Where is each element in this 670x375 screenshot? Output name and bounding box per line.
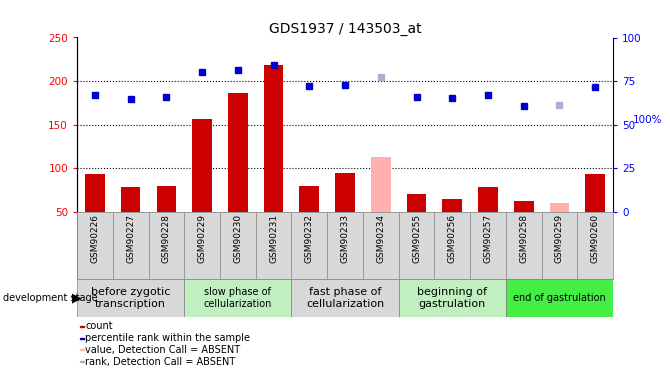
- Text: value, Detection Call = ABSENT: value, Detection Call = ABSENT: [85, 345, 241, 355]
- Bar: [478, 188, 498, 212]
- Text: ▶: ▶: [72, 292, 82, 304]
- Bar: [121, 188, 141, 212]
- Bar: [264, 64, 283, 212]
- Text: GSM90258: GSM90258: [519, 214, 528, 263]
- Text: fast phase of
cellularization: fast phase of cellularization: [306, 287, 384, 309]
- Bar: [85, 174, 105, 212]
- Bar: [442, 199, 462, 212]
- Text: percentile rank within the sample: percentile rank within the sample: [85, 333, 250, 343]
- Bar: [371, 157, 391, 212]
- Bar: [549, 203, 570, 212]
- Text: GSM90233: GSM90233: [340, 214, 350, 263]
- Text: GSM90259: GSM90259: [555, 214, 564, 263]
- Bar: [586, 174, 605, 212]
- Bar: [80, 338, 84, 339]
- Text: GSM90228: GSM90228: [162, 214, 171, 263]
- Bar: [80, 361, 84, 362]
- Text: slow phase of
cellularization: slow phase of cellularization: [204, 287, 272, 309]
- FancyBboxPatch shape: [291, 279, 399, 317]
- Text: GSM90231: GSM90231: [269, 214, 278, 263]
- Bar: [514, 201, 533, 212]
- Bar: [157, 186, 176, 212]
- Text: development stage: development stage: [3, 293, 98, 303]
- Title: GDS1937 / 143503_at: GDS1937 / 143503_at: [269, 22, 421, 36]
- Text: GSM90232: GSM90232: [305, 214, 314, 263]
- FancyBboxPatch shape: [399, 279, 506, 317]
- Text: rank, Detection Call = ABSENT: rank, Detection Call = ABSENT: [85, 357, 235, 367]
- Bar: [80, 326, 84, 327]
- Text: GSM90227: GSM90227: [126, 214, 135, 263]
- Bar: [299, 186, 319, 212]
- Text: GSM90255: GSM90255: [412, 214, 421, 263]
- Text: GSM90229: GSM90229: [198, 214, 206, 263]
- Bar: [228, 93, 248, 212]
- Text: end of gastrulation: end of gastrulation: [513, 293, 606, 303]
- FancyBboxPatch shape: [506, 279, 613, 317]
- Text: GSM90226: GSM90226: [90, 214, 99, 263]
- Text: GSM90260: GSM90260: [591, 214, 600, 263]
- Bar: [335, 172, 355, 212]
- Y-axis label: 100%: 100%: [632, 115, 662, 125]
- Text: GSM90257: GSM90257: [484, 214, 492, 263]
- Text: GSM90230: GSM90230: [233, 214, 243, 263]
- Text: before zygotic
transcription: before zygotic transcription: [91, 287, 170, 309]
- Bar: [192, 118, 212, 212]
- Text: GSM90256: GSM90256: [448, 214, 457, 263]
- Text: GSM90234: GSM90234: [377, 214, 385, 263]
- FancyBboxPatch shape: [184, 279, 291, 317]
- Text: count: count: [85, 321, 113, 332]
- Bar: [407, 194, 426, 212]
- Text: beginning of
gastrulation: beginning of gastrulation: [417, 287, 487, 309]
- FancyBboxPatch shape: [77, 279, 184, 317]
